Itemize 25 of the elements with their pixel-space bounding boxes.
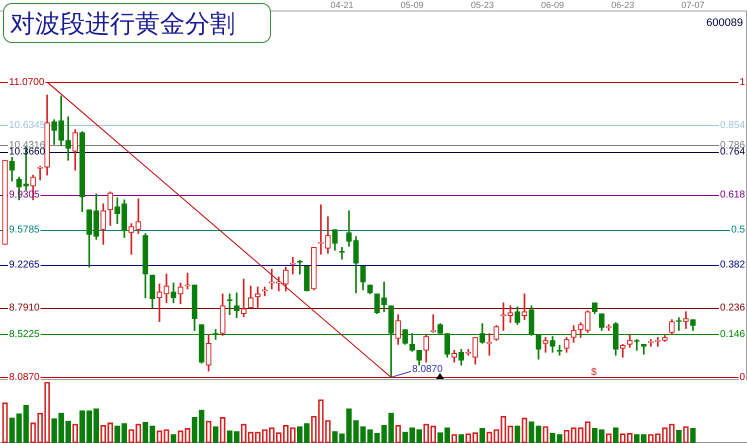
y-tick-label: 8.0870 [9, 372, 40, 384]
x-tick-label: 06-09 [541, 0, 564, 10]
y2-tick-label: 0.146 [720, 328, 746, 340]
y2-tick-label: 0.5 [731, 224, 746, 236]
x-tick-label: 07-07 [681, 0, 704, 10]
y-tick-label: 9.5785 [9, 224, 40, 236]
y2-tick-label: 0.382 [720, 259, 746, 270]
annotation: 8.0870 [412, 364, 444, 376]
y-tick-label: 11.0700 [9, 76, 45, 88]
x-tick-label: 06-23 [611, 0, 634, 10]
y2-tick-label: 0.236 [720, 302, 746, 314]
annotation: $ [591, 366, 598, 378]
y2-tick-label: 1 [739, 76, 746, 88]
y-tick-label: 9.2265 [9, 259, 40, 270]
y2-tick-label: 0.764 [720, 146, 746, 158]
y2-tick-label: 0.618 [720, 190, 746, 201]
x-tick-label: 04-21 [330, 0, 354, 10]
text: 600089 [706, 17, 743, 29]
y-tick-label: 8.5225 [9, 328, 40, 340]
y2-tick-label: 0 [739, 372, 746, 384]
y-tick-label: 8.7910 [9, 302, 40, 314]
y2-tick-label: 0.854 [720, 120, 746, 131]
chart-title: 对波段进行黄金分割 [3, 3, 271, 43]
x-tick-label: 05-09 [400, 0, 424, 10]
x-tick-label: 05-23 [470, 0, 494, 10]
